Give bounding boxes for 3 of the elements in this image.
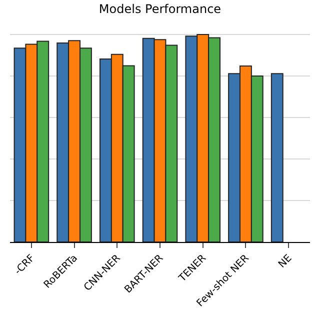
- bar: [270, 73, 284, 242]
- x-tick-label: NE: [276, 252, 294, 270]
- chart-title: Models Performance: [98, 2, 222, 16]
